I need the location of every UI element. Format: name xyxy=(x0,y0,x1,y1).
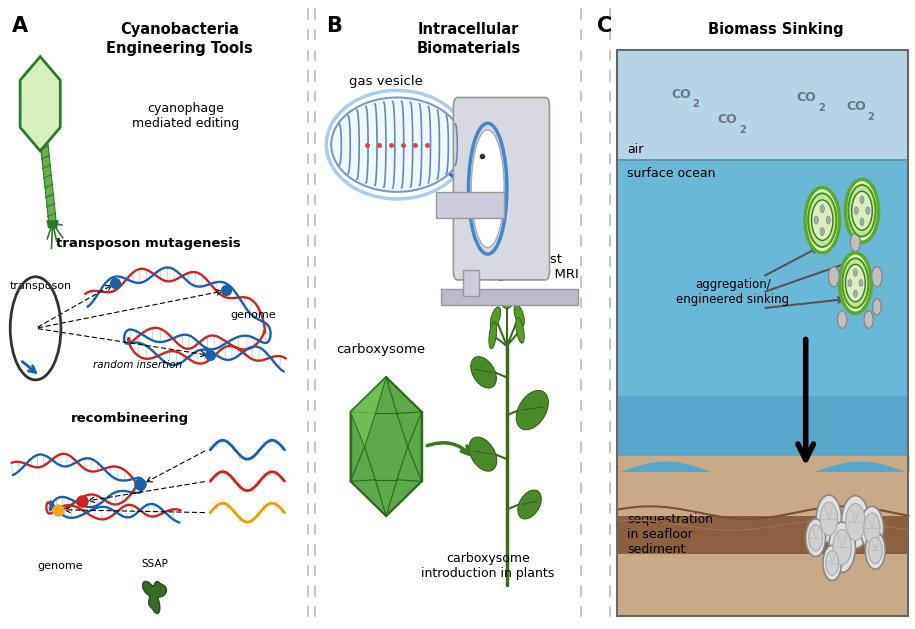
Circle shape xyxy=(845,179,878,242)
Text: 2: 2 xyxy=(818,103,824,113)
Polygon shape xyxy=(350,377,386,447)
Text: CO: CO xyxy=(846,101,866,113)
Text: B: B xyxy=(326,16,341,36)
Polygon shape xyxy=(350,377,422,516)
Text: surface ocean: surface ocean xyxy=(627,167,716,180)
Text: cyanophage
mediated editing: cyanophage mediated editing xyxy=(132,103,239,130)
Circle shape xyxy=(866,207,870,214)
Text: Cyanobacteria
Engineering Tools: Cyanobacteria Engineering Tools xyxy=(106,22,253,55)
Ellipse shape xyxy=(470,357,497,388)
Text: CO: CO xyxy=(671,88,691,101)
Text: A: A xyxy=(13,16,28,36)
Circle shape xyxy=(816,495,842,543)
Text: 2: 2 xyxy=(867,112,874,122)
Text: aggregation/
engineered sinking: aggregation/ engineered sinking xyxy=(676,279,790,306)
Ellipse shape xyxy=(489,321,497,349)
Circle shape xyxy=(845,264,866,302)
Text: genome: genome xyxy=(231,309,276,320)
Circle shape xyxy=(839,253,871,313)
Bar xyxy=(463,270,479,296)
Circle shape xyxy=(868,537,882,564)
Text: SSAP: SSAP xyxy=(141,559,168,569)
Circle shape xyxy=(829,267,839,287)
Circle shape xyxy=(860,196,864,203)
Circle shape xyxy=(820,228,824,235)
Circle shape xyxy=(872,267,882,287)
Text: Biomass Sinking: Biomass Sinking xyxy=(708,22,844,37)
Circle shape xyxy=(812,200,833,240)
Circle shape xyxy=(820,502,838,536)
Text: C: C xyxy=(597,16,612,36)
Text: transposon mutagenesis: transposon mutagenesis xyxy=(56,237,241,250)
Text: gas vesicle: gas vesicle xyxy=(350,75,423,88)
Polygon shape xyxy=(20,57,60,151)
Circle shape xyxy=(866,532,885,569)
Circle shape xyxy=(845,504,865,540)
Ellipse shape xyxy=(516,318,524,343)
Circle shape xyxy=(823,545,842,581)
Bar xyxy=(441,289,578,305)
Polygon shape xyxy=(47,220,59,228)
Circle shape xyxy=(860,218,864,225)
Circle shape xyxy=(808,193,836,247)
Circle shape xyxy=(873,299,881,315)
Circle shape xyxy=(806,519,825,557)
Text: 2: 2 xyxy=(693,99,699,109)
Text: genome: genome xyxy=(38,561,82,571)
Circle shape xyxy=(809,525,823,551)
Ellipse shape xyxy=(469,437,497,471)
Circle shape xyxy=(829,522,856,572)
Circle shape xyxy=(854,269,857,276)
Ellipse shape xyxy=(501,292,513,308)
Circle shape xyxy=(837,311,846,328)
Circle shape xyxy=(825,550,839,576)
Circle shape xyxy=(850,233,860,252)
Ellipse shape xyxy=(518,490,542,519)
Bar xyxy=(617,160,909,472)
Bar xyxy=(436,192,504,218)
Text: contrast
agent for MRI: contrast agent for MRI xyxy=(490,253,579,281)
Text: carboxysome
introduction in plants: carboxysome introduction in plants xyxy=(421,552,554,580)
Bar xyxy=(617,50,909,160)
Circle shape xyxy=(852,191,872,230)
Text: 2: 2 xyxy=(739,125,746,135)
Bar xyxy=(617,50,909,616)
Circle shape xyxy=(843,259,868,308)
Circle shape xyxy=(860,506,884,550)
Circle shape xyxy=(855,207,858,214)
Ellipse shape xyxy=(331,97,463,192)
Text: Intracellular
Biomaterials: Intracellular Biomaterials xyxy=(416,22,521,55)
Circle shape xyxy=(842,496,869,548)
Ellipse shape xyxy=(471,130,504,248)
Text: sequestration
in seafloor
sediment: sequestration in seafloor sediment xyxy=(627,513,713,555)
Circle shape xyxy=(848,185,876,237)
Circle shape xyxy=(854,290,857,298)
Circle shape xyxy=(864,513,880,543)
Text: random insertion: random insertion xyxy=(92,360,182,370)
Ellipse shape xyxy=(490,307,501,329)
Text: recombineering: recombineering xyxy=(70,412,189,425)
Text: CO: CO xyxy=(717,113,737,126)
Text: CO: CO xyxy=(796,91,816,104)
FancyBboxPatch shape xyxy=(454,97,549,280)
Circle shape xyxy=(833,530,851,565)
Bar xyxy=(617,396,909,472)
Text: air: air xyxy=(627,143,643,156)
Text: transposon: transposon xyxy=(9,281,71,291)
Bar xyxy=(617,516,909,554)
Polygon shape xyxy=(143,581,167,613)
Circle shape xyxy=(814,216,818,224)
Polygon shape xyxy=(40,138,56,225)
Circle shape xyxy=(864,311,873,328)
Circle shape xyxy=(820,205,824,213)
Ellipse shape xyxy=(516,391,548,430)
Circle shape xyxy=(859,279,863,287)
Circle shape xyxy=(826,216,830,224)
Bar xyxy=(617,472,909,616)
Circle shape xyxy=(805,187,839,253)
Ellipse shape xyxy=(514,304,524,326)
Circle shape xyxy=(848,279,852,287)
Text: carboxysome: carboxysome xyxy=(336,343,425,355)
